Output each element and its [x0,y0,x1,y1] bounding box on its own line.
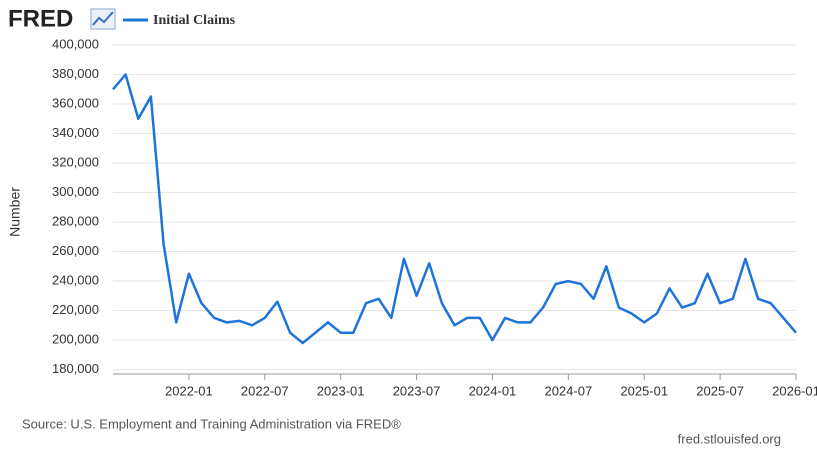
logo: FRED [8,5,73,32]
x-tick-label: 2023-01 [317,383,365,398]
site: fred.stlouisfed.org [678,431,781,446]
y-tick-label: 260,000 [52,243,99,258]
line [112,73,797,345]
x-tick-label: 2022-01 [165,383,213,398]
y-tick-label: 220,000 [52,302,99,317]
y-tick-label: 200,000 [52,332,99,347]
x-tick-label: 2025-07 [696,383,744,398]
x-tick-label: 2025-01 [620,383,668,398]
y-tick-label: 240,000 [52,272,99,287]
source: Source: U.S. Employment and Training Adm… [22,416,401,431]
x-tick-label: 2024-07 [544,383,592,398]
x-tick-label: 2023-07 [393,383,441,398]
y-tick-label: 280,000 [52,213,99,228]
logo-icon [90,8,116,30]
y-tick-label: 380,000 [52,66,99,81]
x-tick-label: 2026-01 [772,383,817,398]
y-tick-label: 180,000 [52,361,99,376]
y-tick-label: 340,000 [52,125,99,140]
y-tick-label: 320,000 [52,154,99,169]
y-axis-label: Number [7,187,23,237]
y-tick-label: 400,000 [52,36,99,51]
legend-label: Initial Claims [153,13,236,28]
x-tick-label: 2024-01 [469,383,517,398]
x-tick-label: 2022-07 [241,383,289,398]
y-tick-label: 300,000 [52,184,99,199]
y-tick-label: 360,000 [52,95,99,110]
